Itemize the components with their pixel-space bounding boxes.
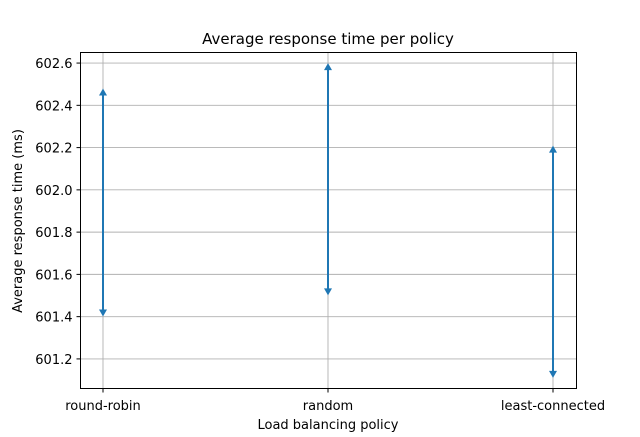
x-tick-label: least-connected: [501, 399, 605, 414]
low-arrowhead: [549, 370, 557, 378]
y-axis-title: Average response time (ms): [11, 129, 26, 313]
x-tick-label: random: [303, 399, 353, 414]
range-arrow-least-connected: [549, 145, 557, 378]
range-arrow-round-robin: [99, 88, 107, 317]
y-tick-label: 602.6: [35, 57, 72, 72]
chart-title: Average response time per policy: [202, 30, 454, 48]
y-tick-label: 601.4: [35, 311, 72, 326]
y-tick-label: 602.0: [35, 184, 72, 199]
y-tick-label: 602.2: [35, 142, 72, 157]
high-arrowhead: [99, 88, 107, 96]
y-axis: 601.2 601.4 601.6 601.8 602.0 602.2 602.4 602.6: [35, 57, 81, 368]
x-tick-label: round-robin: [65, 399, 141, 414]
y-tick-label: 601.6: [35, 268, 72, 283]
y-tick-label: 601.2: [35, 353, 72, 368]
x-axis: round-robin random least-connected: [65, 388, 605, 414]
data-marks: [99, 63, 557, 378]
y-tick-label: 602.4: [35, 99, 72, 114]
low-arrowhead: [324, 288, 332, 296]
high-arrowhead: [549, 145, 557, 153]
high-arrowhead: [324, 63, 332, 71]
low-arrowhead: [99, 309, 107, 317]
x-axis-title: Load balancing policy: [257, 418, 398, 433]
range-arrow-random: [324, 63, 332, 296]
y-tick-label: 601.8: [35, 226, 72, 241]
